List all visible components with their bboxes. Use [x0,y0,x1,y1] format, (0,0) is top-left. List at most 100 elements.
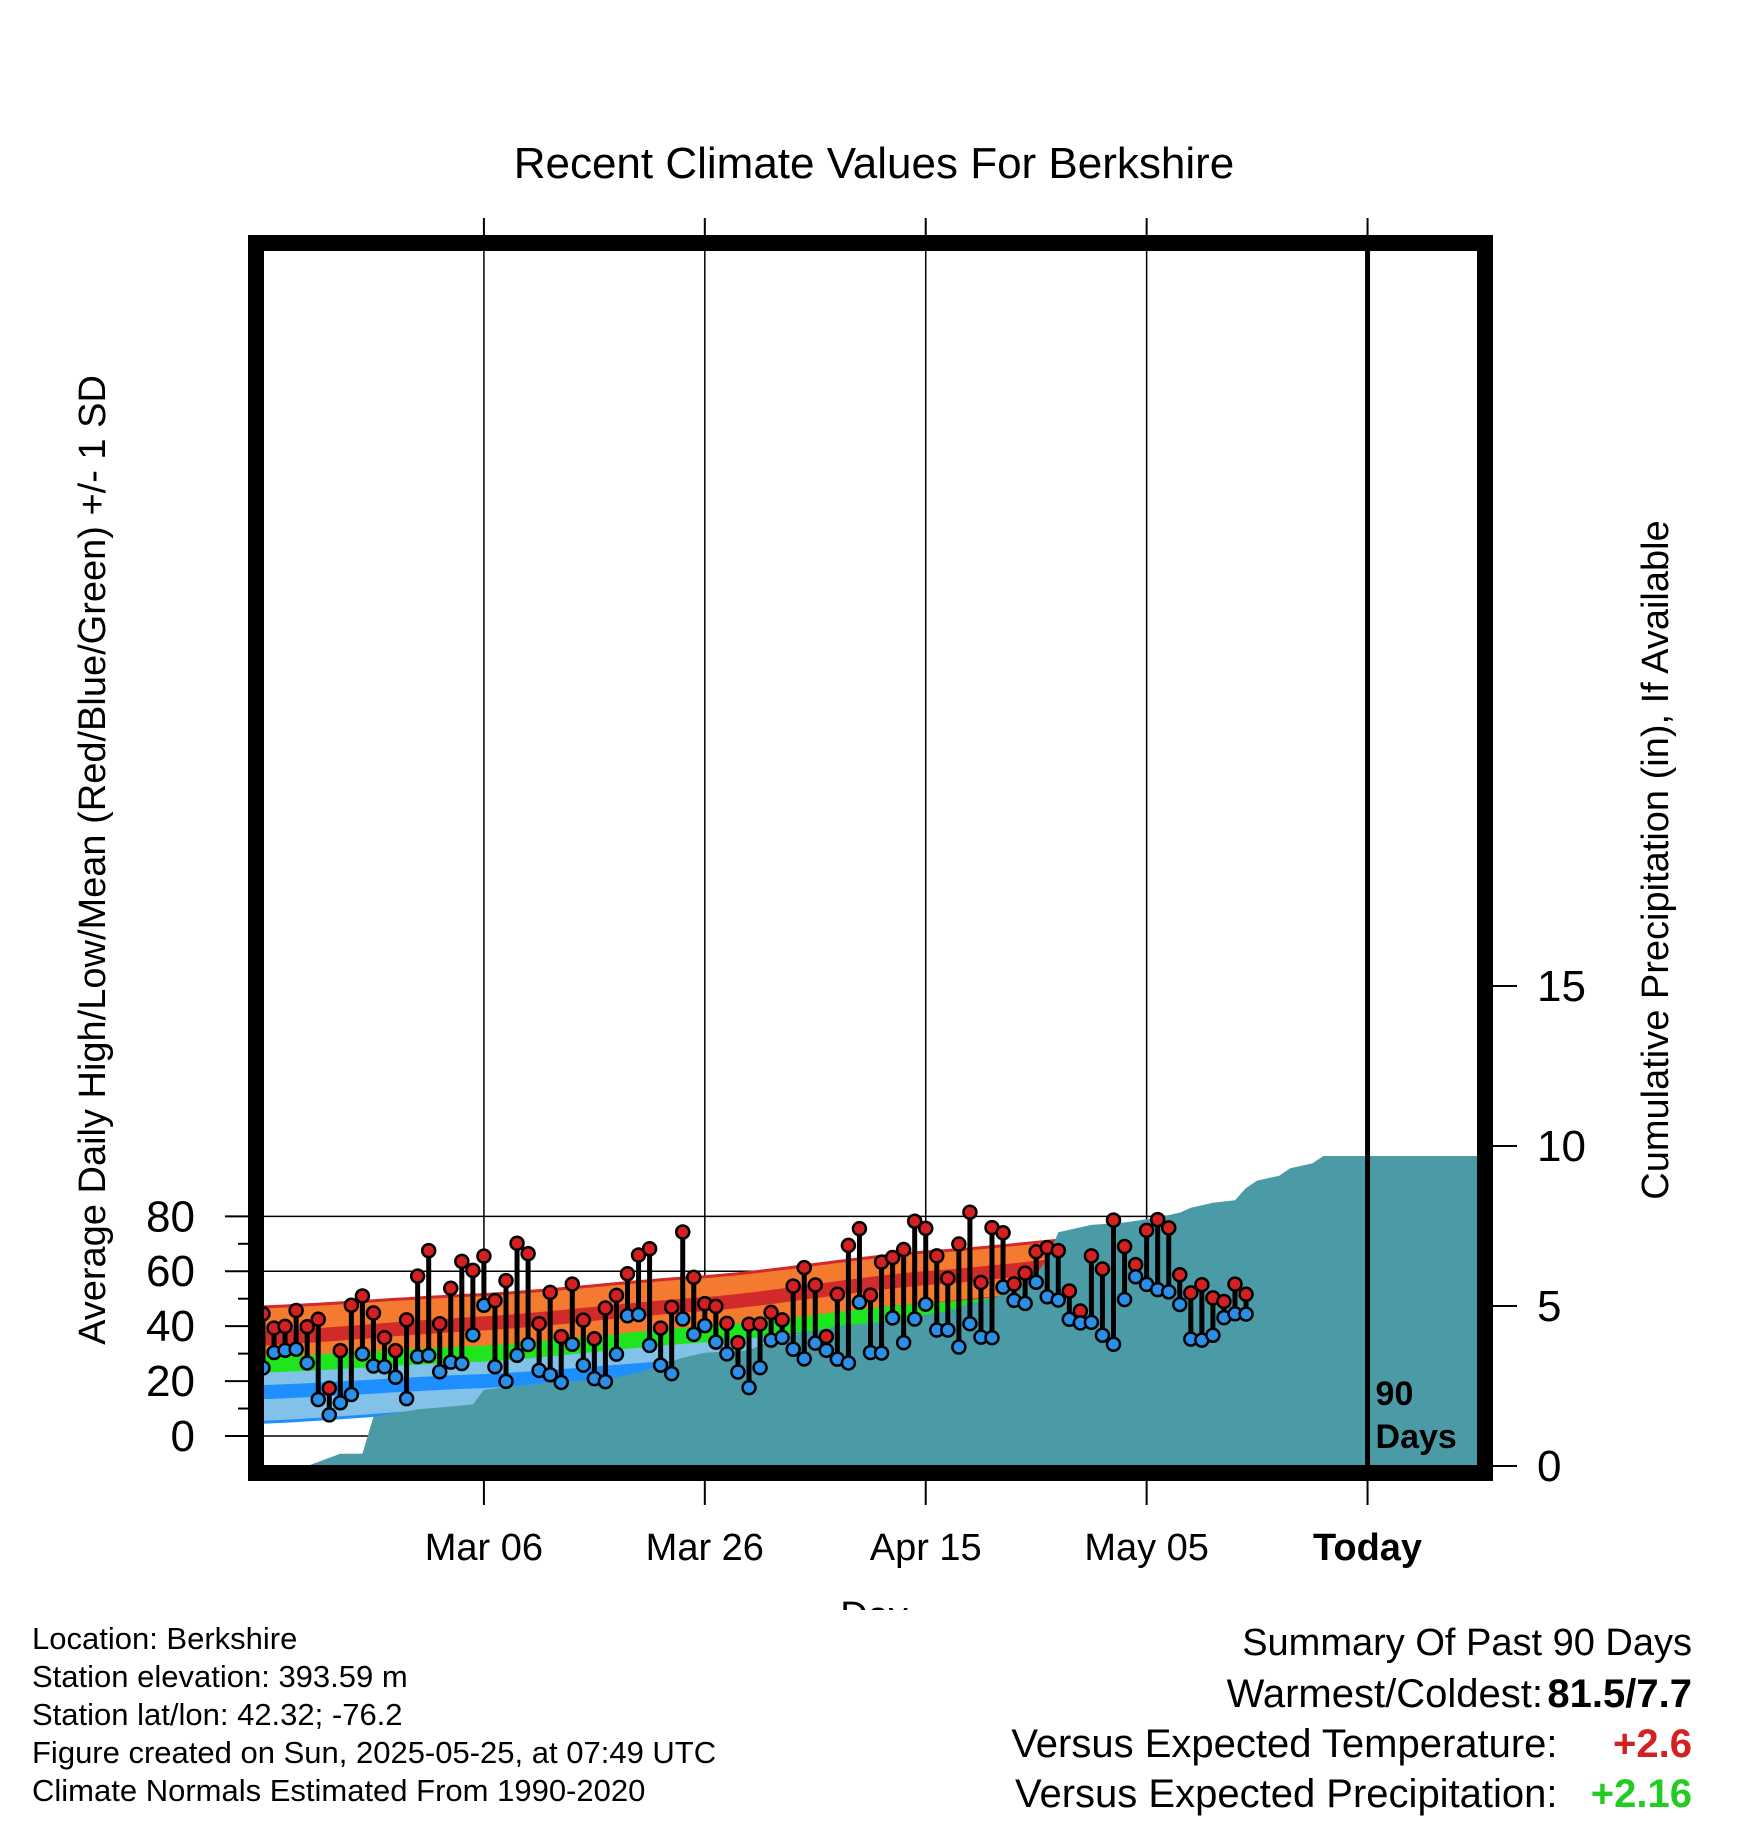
daily-low-point [641,1337,658,1354]
daily-low-point [1127,1268,1144,1285]
daily-high-point [829,1286,846,1303]
latlon-text: Station lat/lon: 42.32; -76.2 [32,1697,403,1732]
daily-high-point [719,1315,735,1332]
daily-high-point [1238,1286,1254,1303]
daily-low-point [686,1326,702,1343]
y-tick-label: 0 [171,1412,195,1461]
daily-high-point [376,1329,393,1346]
daily-low-point [288,1341,304,1357]
daily-low-point [310,1391,326,1408]
daily-low-point [575,1357,592,1373]
daily-high-point [354,1288,371,1304]
daily-low-point [398,1390,415,1407]
daily-high-point [785,1278,801,1294]
daily-low-point [465,1327,481,1343]
daily-low-point [752,1359,768,1376]
temperature-anomaly-value: +2.6 [1613,1722,1692,1766]
daily-high-point [263,1306,271,1322]
elevation-text: Station elevation: 393.59 m [32,1659,408,1694]
daily-low-point [1050,1292,1067,1308]
y2-tick-label: 10 [1537,1122,1586,1171]
warmest-coldest-label: Warmest/Coldest: [1226,1672,1543,1716]
daily-low-point [840,1355,857,1371]
daily-low-point [487,1359,503,1375]
plot-frame: 90 Days [248,235,1493,1481]
daily-high-point [851,1220,868,1237]
daily-low-point [785,1341,801,1357]
daily-low-point [962,1315,978,1332]
daily-low-point [299,1355,315,1371]
daily-low-point [608,1346,625,1362]
daily-high-point [796,1259,812,1276]
cumulative-precipitation-area [263,1156,1478,1466]
daily-high-point [774,1312,790,1328]
y2-axis-label: Cumulative Precipitation (in), If Availa… [1635,520,1677,1199]
daily-low-point [884,1310,901,1326]
y-axis-label: Average Daily High/Low/Mean (Red/Blue/Gr… [72,375,114,1345]
x-tick-label: Apr 15 [870,1527,982,1569]
daily-low-point [708,1334,724,1350]
daily-low-point [420,1347,437,1364]
daily-low-point [774,1329,790,1346]
daily-low-point [697,1317,713,1334]
daily-high-point [973,1274,989,1291]
daily-low-point [1105,1336,1122,1353]
daily-high-point [1083,1248,1100,1264]
daily-high-point [299,1318,315,1335]
daily-low-point [498,1373,514,1390]
daily-low-point [851,1294,868,1311]
daily-low-point [984,1329,1000,1346]
daily-high-point [332,1342,349,1359]
precipitation-area [263,1156,1478,1466]
daily-low-point [1160,1284,1177,1300]
plot-border [248,235,1493,1481]
daily-high-point [586,1331,603,1347]
daily-high-point [818,1328,835,1345]
daily-high-point [1149,1211,1166,1228]
daily-high-point [962,1204,978,1220]
daily-low-point [332,1395,349,1411]
daily-low-point [1172,1296,1188,1313]
daily-high-point [443,1280,459,1297]
daily-high-point [431,1315,448,1332]
daily-low-point [807,1335,824,1351]
summary-panel: Summary Of Past 90 Days Warmest/Coldest:… [1011,1622,1692,1822]
daily-high-point [840,1237,857,1254]
daily-low-point [597,1373,614,1390]
y2-tick-label: 0 [1537,1442,1561,1491]
daily-high-point [1216,1293,1232,1310]
daily-high-point [542,1284,558,1301]
daily-high-point [641,1240,658,1257]
daily-low-point [376,1359,393,1375]
daily-high-point [763,1304,779,1321]
precipitation-anomaly-value: +2.16 [1590,1772,1692,1816]
daily-low-point [917,1296,934,1312]
axes: 0 20 40 60 80 0 5 10 15 Mar 06 Mar 26 Apr 15 May 05 T… [72,218,1677,1610]
daily-high-point [807,1277,824,1293]
daily-ranges [263,1204,1254,1423]
daily-low-point [1017,1295,1033,1312]
daily-high-point [476,1248,492,1264]
daily-high-point [520,1245,536,1262]
y-tick-label: 80 [146,1192,195,1241]
daily-high-point [387,1342,404,1359]
daily-high-point [674,1224,691,1240]
x-tick-label: Mar 26 [646,1527,764,1569]
daily-high-point [663,1299,680,1315]
daily-low-point [263,1360,271,1376]
daily-high-point [1116,1238,1133,1255]
warmest-coldest-value: 81.5/7.7 [1547,1672,1692,1716]
x-tick-label: Today [1313,1527,1422,1569]
daily-low-point [520,1336,536,1353]
daily-high-point [906,1213,923,1230]
daily-high-point [652,1320,669,1336]
y-tick-label: 40 [146,1302,195,1351]
daily-low-point [509,1347,525,1364]
daily-high-point [884,1249,901,1266]
daily-high-point [630,1247,647,1263]
daily-high-point [343,1297,360,1314]
location-text: Location: Berkshire [32,1621,298,1656]
y-tick-label: 60 [146,1247,195,1296]
daily-high-point [951,1236,967,1252]
station-info: Location: Berkshire Station elevation: 3… [32,1620,716,1810]
